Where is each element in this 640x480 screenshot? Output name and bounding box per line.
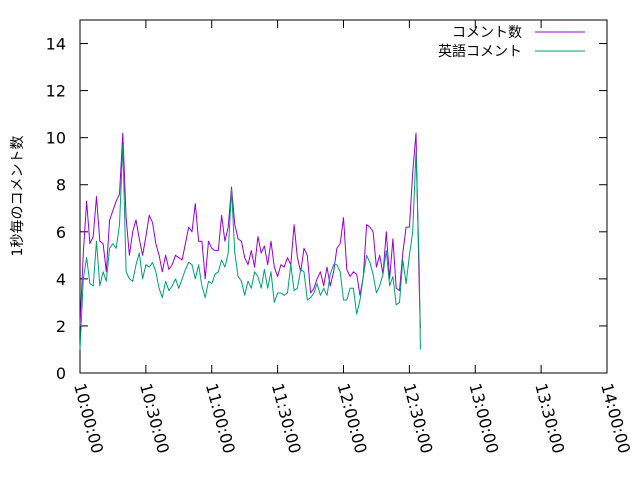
x-tick-label: 13:30:00	[531, 381, 568, 455]
y-axis-title: 1秒毎のコメント数	[10, 136, 26, 257]
x-tick-label: 11:00:00	[202, 381, 239, 455]
y-tick-label: 8	[56, 176, 66, 195]
legend-label-2: 英語コメント	[438, 43, 522, 60]
series-layer	[79, 132, 421, 350]
x-tick-label: 14:00:00	[597, 381, 634, 455]
y-axis: 0 2 4 6 8 10 12 14	[46, 35, 607, 383]
y-tick-label: 2	[56, 317, 66, 336]
legend-label-1: コメント数	[452, 25, 522, 41]
y-tick-label: 6	[56, 223, 66, 242]
y-tick-label: 12	[46, 82, 66, 101]
x-tick-label: 11:30:00	[268, 381, 305, 455]
series-line-2	[79, 144, 421, 350]
x-tick-label: 12:00:00	[334, 381, 371, 455]
plot-frame-group	[79, 19, 608, 374]
x-tick-label: 12:30:00	[400, 381, 437, 455]
y-tick-label: 4	[56, 270, 66, 289]
y-tick-label: 0	[56, 364, 66, 383]
series-line-1	[79, 132, 421, 329]
y-tick-label: 14	[46, 35, 66, 54]
x-tick-label: 13:00:00	[465, 381, 502, 455]
x-tick-label: 10:30:00	[136, 381, 173, 455]
x-tick-label: 10:00:00	[70, 381, 107, 455]
plot-frame	[79, 19, 608, 374]
y-tick-label: 10	[46, 129, 66, 148]
